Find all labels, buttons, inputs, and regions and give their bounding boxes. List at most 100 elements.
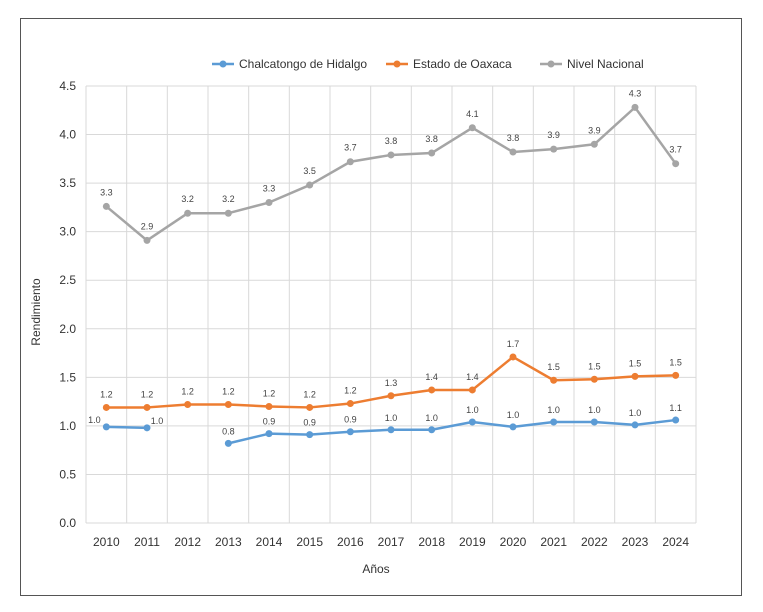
legend-label: Estado de Oaxaca [413,57,512,71]
y-tick-label: 4.0 [59,128,76,142]
data-label: 3.7 [344,143,357,153]
data-label: 1.7 [507,339,520,349]
data-label: 1.2 [263,388,276,398]
data-point [346,428,354,436]
data-point [306,403,314,411]
data-label: 1.2 [344,386,357,396]
series-line [106,425,148,430]
data-label: 3.8 [385,136,398,146]
data-point [387,392,395,400]
data-point [184,401,192,409]
data-point [509,423,517,431]
data-point [509,148,517,156]
data-point [184,209,192,217]
data-label: 3.3 [100,187,113,197]
data-label: 1.4 [425,372,438,382]
data-point [143,403,151,411]
series-line [228,418,676,445]
x-tick-label: 2014 [256,535,283,549]
data-point [265,402,273,410]
legend-label: Chalcatongo de Hidalgo [239,57,367,71]
data-point [224,209,232,217]
y-tick-label: 4.5 [59,79,76,93]
data-point [387,151,395,159]
x-tick-label: 2015 [296,535,323,549]
data-point [550,418,558,426]
y-tick-label: 0.0 [59,516,76,530]
data-point [346,158,354,166]
data-label: 1.0 [588,405,601,415]
data-point [590,418,598,426]
data-point [387,426,395,434]
data-label: 1.0 [547,405,560,415]
gridlines [85,85,697,524]
data-label: 2.9 [141,221,154,231]
data-label: 3.9 [547,130,560,140]
data-point [306,181,314,189]
data-label: 1.0 [629,408,642,418]
data-label: 0.8 [222,426,235,436]
data-point [428,426,436,434]
y-tick-label: 2.0 [59,322,76,336]
data-point [224,401,232,409]
data-label: 3.2 [181,194,194,204]
data-label: 1.2 [100,389,113,399]
x-tick-label: 2023 [622,535,649,549]
data-point [631,421,639,429]
y-tick-label: 2.5 [59,273,76,287]
data-point [346,400,354,408]
x-tick-label: 2017 [378,535,405,549]
data-point [306,431,314,439]
data-label: 1.0 [507,410,520,420]
data-point [102,202,110,210]
data-point [631,372,639,380]
y-tick-label: 1.0 [59,419,76,433]
data-label: 1.0 [88,415,101,425]
data-point [590,375,598,383]
x-tick-label: 2020 [500,535,527,549]
data-point [509,353,517,361]
data-label: 1.5 [547,362,560,372]
data-label: 3.5 [303,166,316,176]
data-point [143,424,151,432]
data-label: 1.5 [669,357,682,367]
data-label: 0.9 [344,415,357,425]
data-point [102,403,110,411]
data-point [143,236,151,244]
x-tick-label: 2011 [134,535,160,549]
data-label: 1.5 [629,358,642,368]
data-label: 0.9 [303,418,316,428]
x-tick-label: 2012 [174,535,201,549]
data-label: 1.5 [588,361,601,371]
legend-swatch-marker [547,60,555,68]
data-point [590,140,598,148]
data-label: 1.1 [669,403,682,413]
series-1: 1.2 1.2 1.2 1.2 1.2 1.2 1.2 1.3 1.4 1.4 1.7 1.5 1.5 1… [100,339,682,411]
data-label: 1.2 [181,387,194,397]
legend-label: Nivel Nacional [567,57,644,71]
data-point [428,149,436,157]
data-label: 1.0 [425,413,438,423]
data-label: 3.8 [425,134,438,144]
data-point [631,103,639,111]
data-point [468,418,476,426]
x-tick-label: 2019 [459,535,486,549]
data-point [265,199,273,207]
data-point [672,416,680,424]
x-tick-label: 2013 [215,535,242,549]
x-tick-label: 2010 [93,535,120,549]
x-tick-label: 2024 [662,535,689,549]
data-label: 1.0 [385,413,398,423]
legend: Chalcatongo de Hidalgo Estado de Oaxaca Ni… [212,57,644,71]
data-label: 3.9 [588,125,601,135]
x-tick-label: 2022 [581,535,608,549]
x-tick-label: 2021 [540,535,567,549]
y-tick-label: 3.0 [59,225,76,239]
data-point [468,386,476,394]
x-tick-label: 2018 [418,535,445,549]
y-axis-label: Rendimiento [29,278,43,346]
data-label: 1.2 [141,389,154,399]
data-point [428,386,436,394]
data-point [550,145,558,153]
